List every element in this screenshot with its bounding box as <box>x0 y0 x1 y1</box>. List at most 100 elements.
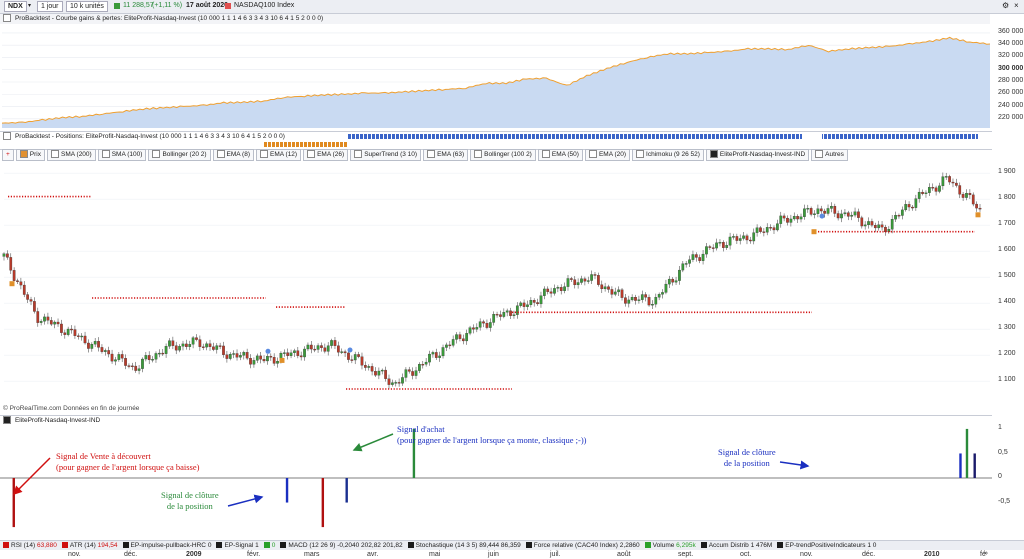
indicator-chip[interactable]: Prix <box>15 149 45 161</box>
status-label: Stochastique (14 3 5) <box>415 542 480 549</box>
checkbox-icon[interactable] <box>709 150 718 159</box>
candle-body <box>586 280 590 282</box>
candle-body <box>789 218 793 223</box>
units-selector[interactable]: 10 k unités <box>66 1 108 12</box>
candle-body <box>640 294 644 300</box>
status-indicator[interactable]: EP-impulse-pullback-HRC 0 <box>122 541 211 550</box>
indicator-chip[interactable]: EMA (63) <box>423 149 469 161</box>
buy-signal-annotation: Signal d'achat (pour gagner de l'argent … <box>397 424 587 446</box>
checkbox-icon[interactable] <box>152 150 161 159</box>
candle-body <box>505 310 509 313</box>
checkbox-icon[interactable] <box>101 150 110 159</box>
signal-bar <box>412 428 416 478</box>
candle-body <box>66 328 70 335</box>
symbol-selector[interactable]: NDX <box>4 1 27 12</box>
indicator-chip[interactable]: EMA (8) <box>212 149 254 161</box>
indicator-chip[interactable]: Autres <box>811 149 848 161</box>
status-indicator[interactable]: Force relative (CAC40 Index) 2,2860 <box>525 541 640 550</box>
candle-body <box>333 340 337 346</box>
candle-body <box>769 227 772 229</box>
annotation-arrows <box>12 433 810 507</box>
x-tick-label: juil. <box>550 551 561 558</box>
checkbox-icon[interactable] <box>636 150 645 159</box>
checkbox-icon[interactable] <box>474 150 483 159</box>
status-label: RSI (14) <box>11 542 38 549</box>
status-indicator[interactable]: RSI (14) 63,880 <box>3 541 57 550</box>
candle-body <box>110 353 114 362</box>
checkbox-icon[interactable] <box>19 150 28 159</box>
status-indicator[interactable]: MACD (12 26 9) -0,2040 202,82 201,82 <box>280 541 403 550</box>
indicator-chip[interactable]: Bollinger (20 2) <box>148 149 211 161</box>
candle-body <box>738 238 742 241</box>
checkbox-icon[interactable] <box>541 150 550 159</box>
candle-body <box>70 328 73 331</box>
candle-body <box>553 288 556 294</box>
candle-body <box>809 208 813 215</box>
candle-body <box>921 191 924 194</box>
indicator-chip-label: EMA (12) <box>270 151 298 158</box>
candle-body <box>252 360 256 365</box>
candle-body <box>745 235 749 241</box>
indicator-chip[interactable]: EMA (26) <box>303 149 349 161</box>
checkbox-icon[interactable] <box>427 150 436 159</box>
candle-body <box>97 341 100 348</box>
close-icon[interactable]: × <box>1014 1 1019 10</box>
status-indicator[interactable]: Accum Distrib 1 476M <box>700 541 772 550</box>
candle-body <box>661 292 664 295</box>
status-indicator[interactable]: Volume 6,295k <box>644 541 696 550</box>
candle-body <box>620 289 624 298</box>
add-indicator-icon[interactable]: + <box>2 149 14 161</box>
candle-body <box>678 269 681 281</box>
status-indicator[interactable]: EP-Signal 1 <box>216 541 259 550</box>
status-indicator[interactable]: EP-trendPositiveIndicateurs 1 0 <box>777 541 876 550</box>
indicator-chip[interactable]: Ichimoku (9 26 52) <box>632 149 704 161</box>
status-value: 194,54 <box>97 542 118 549</box>
chevron-down-icon[interactable]: ▾ <box>28 3 32 9</box>
status-indicator[interactable]: ATR (14) 194,54 <box>61 541 118 550</box>
candle-body <box>168 340 171 347</box>
candle-body <box>424 361 428 365</box>
close-arrow-1 <box>227 494 264 507</box>
checkbox-icon[interactable] <box>815 150 824 159</box>
settings-icon[interactable]: ⚙ <box>1002 1 1010 10</box>
candle-body <box>451 339 455 346</box>
indicator-chip[interactable]: EliteProfit-Nasdaq-Invest-IND <box>705 149 810 161</box>
status-indicator[interactable]: Stochastique (14 3 5) 89,444 86,359 <box>407 541 521 550</box>
candle-body <box>890 219 894 230</box>
status-indicator[interactable]: 0 <box>263 541 275 550</box>
checkbox-icon[interactable] <box>216 150 225 159</box>
candle-body <box>144 355 148 360</box>
indicator-chip[interactable]: EMA (50) <box>537 149 583 161</box>
indicator-chip[interactable]: SuperTrend (3 10) <box>350 149 422 161</box>
checkbox-icon[interactable] <box>51 150 59 159</box>
indicator-chip[interactable]: SMA (100) <box>97 149 147 161</box>
candle-body <box>215 345 219 350</box>
candle-body <box>83 335 87 344</box>
candle-body <box>728 236 732 246</box>
period-selector[interactable]: 1 jour <box>37 1 63 12</box>
candle-body <box>698 257 702 261</box>
candle-body <box>907 204 911 208</box>
scroll-right-icon[interactable]: » <box>984 550 988 557</box>
checkbox-icon[interactable] <box>307 150 316 159</box>
close-signal-subtitle: de la position <box>723 458 770 468</box>
candle-body <box>93 341 97 345</box>
checkbox-icon[interactable] <box>260 150 268 159</box>
indicator-chip[interactable]: SMA (200) <box>47 149 96 161</box>
candle-body <box>880 224 884 228</box>
candle-body <box>26 294 29 300</box>
candle-body <box>16 280 19 282</box>
checkbox-icon[interactable] <box>354 150 363 159</box>
price-change: (+1,11 %) <box>152 2 183 9</box>
candle-body <box>900 209 904 216</box>
indicator-chip[interactable]: EMA (12) <box>256 149 302 161</box>
candle-body <box>171 340 175 346</box>
candle-body <box>786 217 789 223</box>
candle-body <box>76 335 80 337</box>
checkbox-icon[interactable] <box>588 150 597 159</box>
signal-bar <box>321 478 325 528</box>
indicator-chip[interactable]: Bollinger (100 2) <box>470 149 536 161</box>
candle-body <box>816 208 820 214</box>
indicator-chip[interactable]: EMA (20) <box>584 149 631 161</box>
color-swatch-icon <box>3 542 9 549</box>
